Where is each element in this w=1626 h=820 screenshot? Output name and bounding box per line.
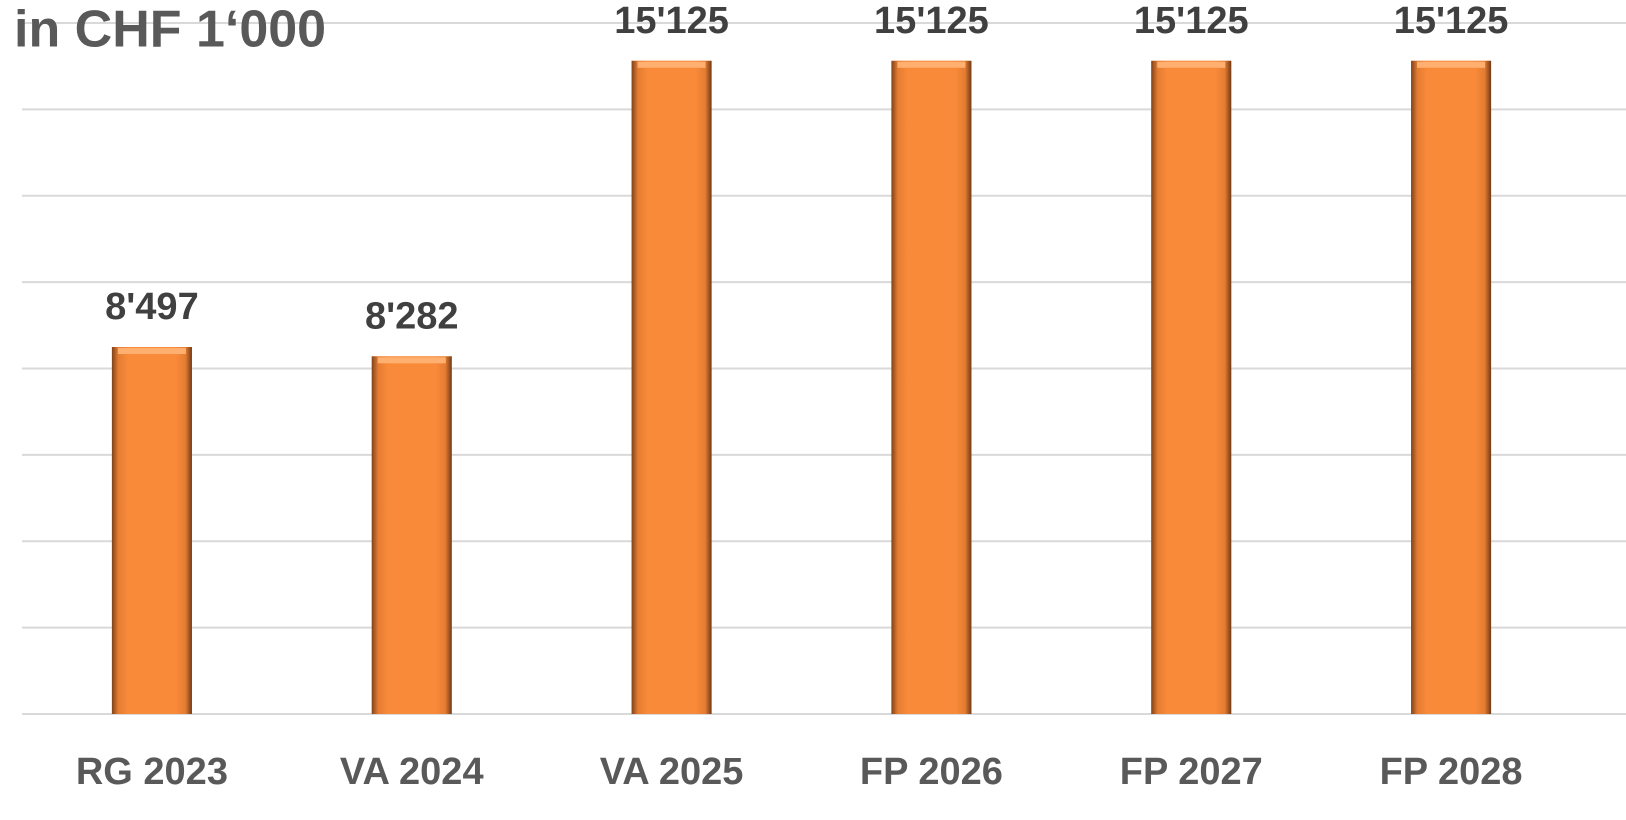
value-label: 15'125 [1134,0,1249,42]
bar [1151,60,1232,714]
bar-bevel [377,357,446,364]
x-tick-label: VA 2024 [340,751,484,793]
x-tick-label: FP 2026 [860,751,1003,793]
value-label: 15'125 [1394,0,1509,42]
bar [1411,60,1492,714]
bar-bevel [637,61,706,68]
bar [371,356,452,714]
bar [891,60,972,714]
bar-bevel [897,61,966,68]
value-label: 15'125 [614,0,729,42]
x-tick-label: VA 2025 [600,751,744,793]
chart-title: in CHF 1‘000 [14,1,326,59]
bar-bevel [1417,61,1486,68]
x-tick-label: FP 2027 [1120,751,1263,793]
bar-bevel [1157,61,1226,68]
x-tick-label: FP 2028 [1380,751,1523,793]
value-label: 15'125 [874,0,989,42]
bar [111,347,192,714]
value-label: 8'497 [105,286,199,328]
x-tick-label: RG 2023 [76,751,228,793]
bar [631,60,712,714]
bar-bevel [117,348,186,355]
value-label: 8'282 [365,295,459,337]
